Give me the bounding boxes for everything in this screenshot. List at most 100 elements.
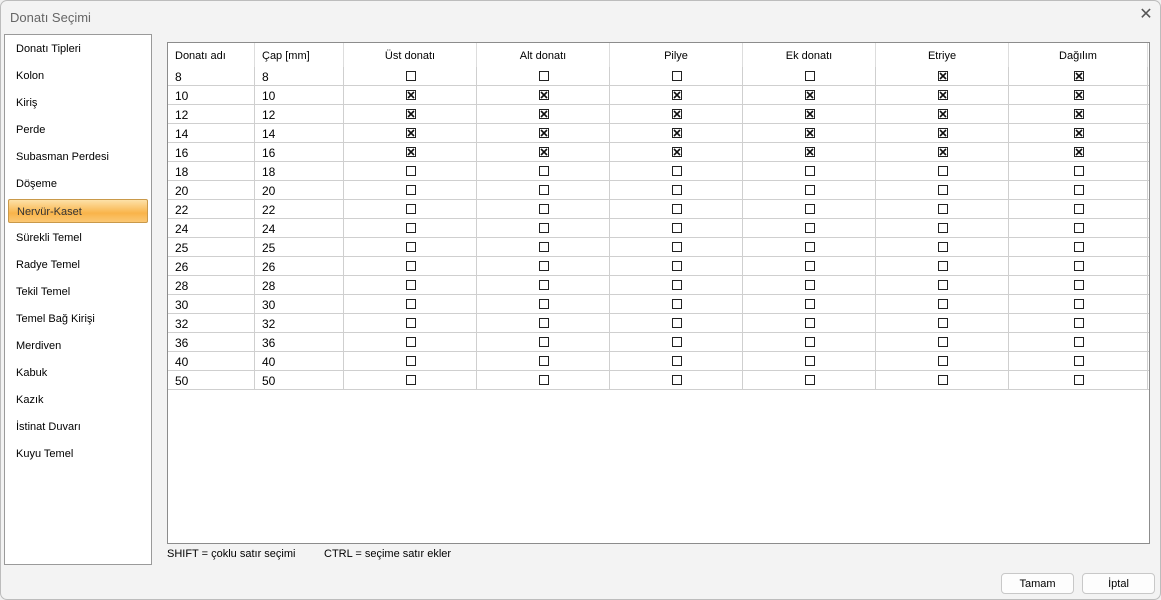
column-header[interactable]: Çap [mm] xyxy=(255,43,344,68)
checkbox[interactable] xyxy=(1073,242,1084,252)
checkbox[interactable] xyxy=(804,375,815,385)
table-row[interactable]: 32 32 xyxy=(168,314,1149,333)
checked-checkbox[interactable] xyxy=(405,109,416,119)
checkbox[interactable] xyxy=(405,337,416,347)
sidebar-item[interactable]: Sürekli Temel xyxy=(16,232,82,244)
sidebar-item[interactable]: Kiriş xyxy=(16,97,38,109)
checked-checkbox[interactable] xyxy=(937,128,948,138)
checkbox[interactable] xyxy=(937,242,948,252)
checkbox[interactable] xyxy=(405,318,416,328)
checkbox[interactable] xyxy=(1073,223,1084,233)
checkbox[interactable] xyxy=(671,185,682,195)
column-header[interactable]: Alt donatı xyxy=(477,43,610,68)
checkbox[interactable] xyxy=(804,71,815,81)
checkbox[interactable] xyxy=(1073,337,1084,347)
checkbox[interactable] xyxy=(804,280,815,290)
checked-checkbox[interactable] xyxy=(671,147,682,157)
table-row[interactable]: 24 24 xyxy=(168,219,1149,238)
checkbox[interactable] xyxy=(538,375,549,385)
checkbox[interactable] xyxy=(405,71,416,81)
checkbox[interactable] xyxy=(405,166,416,176)
checkbox[interactable] xyxy=(1073,375,1084,385)
checked-checkbox[interactable] xyxy=(1073,128,1084,138)
checkbox[interactable] xyxy=(1073,356,1084,366)
ok-button[interactable]: Tamam xyxy=(1001,573,1074,594)
checkbox[interactable] xyxy=(804,185,815,195)
checkbox[interactable] xyxy=(405,223,416,233)
checkbox[interactable] xyxy=(937,356,948,366)
table-row[interactable]: 22 22 xyxy=(168,200,1149,219)
checkbox[interactable] xyxy=(804,223,815,233)
checked-checkbox[interactable] xyxy=(538,90,549,100)
checkbox[interactable] xyxy=(405,242,416,252)
checkbox[interactable] xyxy=(405,280,416,290)
checkbox[interactable] xyxy=(538,356,549,366)
checked-checkbox[interactable] xyxy=(804,128,815,138)
checkbox[interactable] xyxy=(804,337,815,347)
checkbox[interactable] xyxy=(405,375,416,385)
checkbox[interactable] xyxy=(405,356,416,366)
checkbox[interactable] xyxy=(671,318,682,328)
checkbox[interactable] xyxy=(538,299,549,309)
column-header[interactable]: Donatı adı xyxy=(168,43,255,68)
sidebar-item[interactable]: Donatı Tipleri xyxy=(16,43,81,55)
checked-checkbox[interactable] xyxy=(405,90,416,100)
checkbox[interactable] xyxy=(1073,204,1084,214)
checked-checkbox[interactable] xyxy=(405,128,416,138)
checkbox[interactable] xyxy=(538,337,549,347)
checkbox[interactable] xyxy=(937,185,948,195)
checkbox[interactable] xyxy=(804,299,815,309)
checkbox[interactable] xyxy=(937,261,948,271)
sidebar-item[interactable]: Nervür-Kaset xyxy=(8,199,148,223)
checkbox[interactable] xyxy=(538,280,549,290)
table-row[interactable]: 12 12 xyxy=(168,105,1149,124)
sidebar-item[interactable]: Kazık xyxy=(16,394,44,406)
checked-checkbox[interactable] xyxy=(671,128,682,138)
checkbox[interactable] xyxy=(1073,261,1084,271)
table-row[interactable]: 25 25 xyxy=(168,238,1149,257)
sidebar-item[interactable]: Tekil Temel xyxy=(16,286,71,298)
checkbox[interactable] xyxy=(804,356,815,366)
checkbox[interactable] xyxy=(671,337,682,347)
checkbox[interactable] xyxy=(671,375,682,385)
column-header[interactable]: Ek donatı xyxy=(743,43,876,68)
column-header[interactable]: Pilye xyxy=(610,43,743,68)
checked-checkbox[interactable] xyxy=(671,90,682,100)
table-row[interactable]: 14 14 xyxy=(168,124,1149,143)
checkbox[interactable] xyxy=(671,166,682,176)
checkbox[interactable] xyxy=(937,223,948,233)
checkbox[interactable] xyxy=(937,299,948,309)
checked-checkbox[interactable] xyxy=(1073,147,1084,157)
checked-checkbox[interactable] xyxy=(937,71,948,81)
table-row[interactable]: 10 10 xyxy=(168,86,1149,105)
checked-checkbox[interactable] xyxy=(1073,109,1084,119)
checkbox[interactable] xyxy=(671,261,682,271)
checkbox[interactable] xyxy=(671,356,682,366)
checkbox[interactable] xyxy=(937,318,948,328)
checked-checkbox[interactable] xyxy=(937,147,948,157)
table-row[interactable]: 50 50 xyxy=(168,371,1149,390)
table-row[interactable]: 18 18 xyxy=(168,162,1149,181)
checked-checkbox[interactable] xyxy=(804,147,815,157)
checkbox[interactable] xyxy=(671,242,682,252)
checked-checkbox[interactable] xyxy=(1073,90,1084,100)
sidebar-item[interactable]: Subasman Perdesi xyxy=(16,151,109,163)
checked-checkbox[interactable] xyxy=(804,109,815,119)
checkbox[interactable] xyxy=(538,71,549,81)
checkbox[interactable] xyxy=(405,185,416,195)
checkbox[interactable] xyxy=(405,299,416,309)
checkbox[interactable] xyxy=(1073,185,1084,195)
column-header[interactable]: Dağılım xyxy=(1009,43,1148,68)
checkbox[interactable] xyxy=(405,261,416,271)
checked-checkbox[interactable] xyxy=(671,109,682,119)
checked-checkbox[interactable] xyxy=(538,128,549,138)
close-icon[interactable]: ✕ xyxy=(1139,6,1153,23)
sidebar-item[interactable]: Kabuk xyxy=(16,367,48,379)
column-header[interactable]: Üst donatı xyxy=(344,43,477,68)
checkbox[interactable] xyxy=(804,261,815,271)
checkbox[interactable] xyxy=(538,261,549,271)
checkbox[interactable] xyxy=(804,166,815,176)
checkbox[interactable] xyxy=(538,204,549,214)
checked-checkbox[interactable] xyxy=(538,109,549,119)
